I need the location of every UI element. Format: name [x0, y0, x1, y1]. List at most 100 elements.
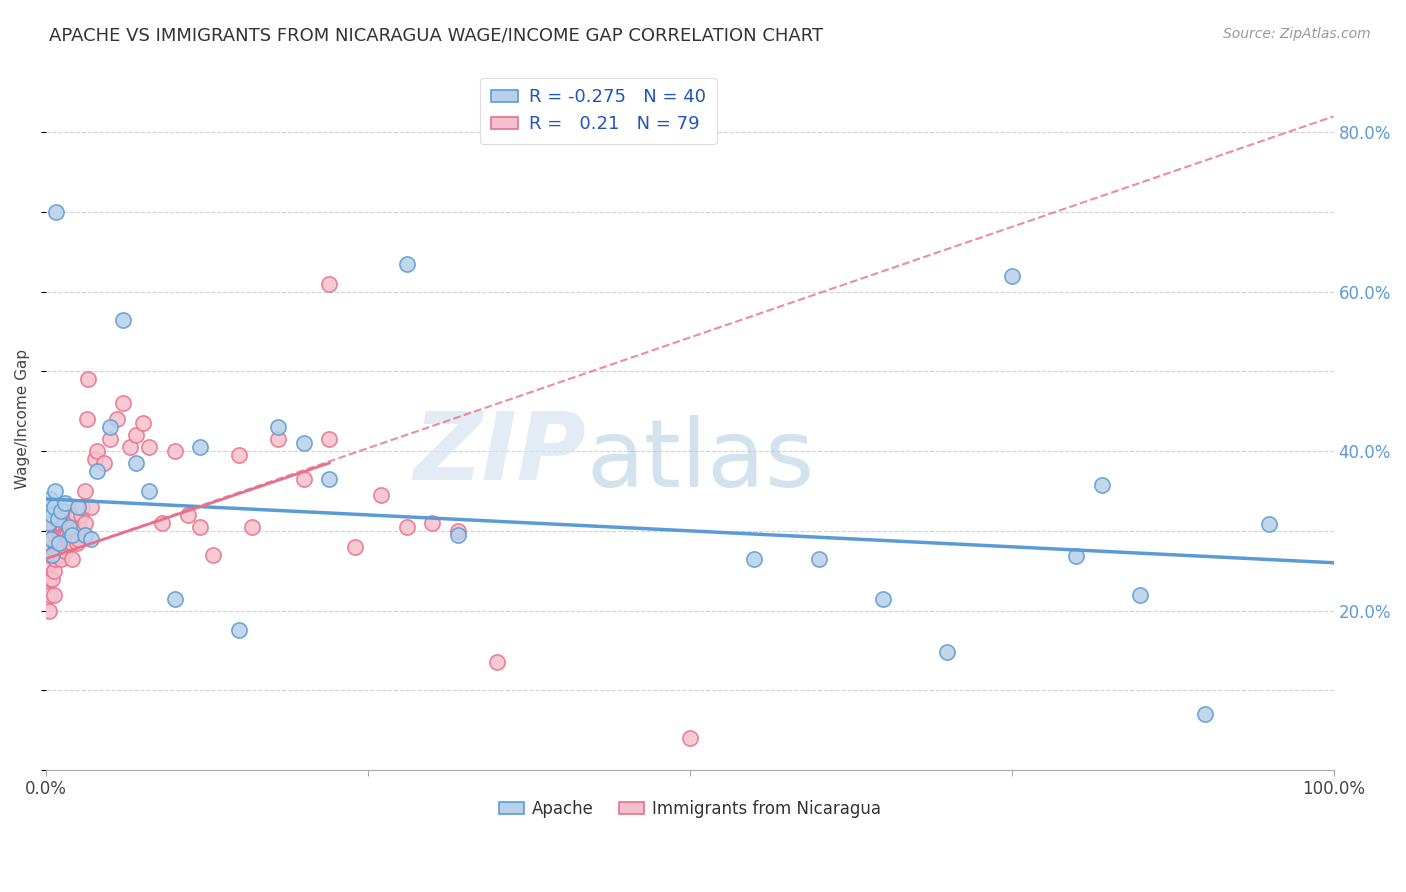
Point [39, 548, 62, 562]
Point [44, 551, 66, 566]
Point [267, 432, 290, 446]
Point [1194, 707, 1216, 722]
Point [86, 444, 108, 458]
Point [67, 532, 90, 546]
Point [49, 528, 72, 542]
Point [38, 556, 60, 570]
Point [59, 528, 82, 542]
Point [42, 564, 65, 578]
Point [39, 516, 62, 530]
Point [70, 500, 93, 514]
Point [38, 491, 60, 506]
Point [58, 536, 80, 550]
Point [42, 588, 65, 602]
Point [1091, 477, 1114, 491]
Point [51, 504, 73, 518]
Point [44, 543, 66, 558]
Point [60, 536, 83, 550]
Point [228, 624, 250, 638]
Point [1064, 549, 1087, 564]
Point [112, 396, 135, 410]
Point [318, 432, 340, 446]
Point [46, 536, 69, 550]
Point [45, 548, 67, 562]
Point [41, 508, 63, 522]
Point [112, 312, 135, 326]
Point [48, 528, 70, 542]
Point [38, 588, 60, 602]
Point [46, 512, 69, 526]
Point [41, 540, 63, 554]
Point [58, 520, 80, 534]
Point [52, 520, 75, 534]
Point [49, 508, 72, 522]
Point [679, 731, 702, 745]
Point [395, 257, 418, 271]
Point [292, 436, 315, 450]
Point [42, 516, 65, 530]
Point [176, 508, 198, 522]
Point [190, 520, 212, 534]
Point [51, 551, 73, 566]
Point [343, 540, 366, 554]
Point [51, 528, 73, 542]
Point [77, 372, 100, 386]
Point [318, 472, 340, 486]
Point [98, 432, 121, 446]
Point [872, 591, 894, 606]
Point [807, 551, 830, 566]
Point [1258, 517, 1281, 532]
Point [41, 524, 63, 538]
Point [318, 277, 340, 291]
Point [73, 516, 96, 530]
Point [73, 528, 96, 542]
Point [125, 456, 148, 470]
Point [44, 528, 66, 542]
Point [228, 448, 250, 462]
Point [60, 528, 83, 542]
Point [41, 548, 63, 562]
Point [42, 500, 65, 514]
Point [80, 500, 103, 514]
Point [48, 536, 70, 550]
Point [65, 508, 87, 522]
Point [420, 516, 443, 530]
Point [86, 464, 108, 478]
Point [41, 572, 63, 586]
Point [202, 548, 225, 562]
Point [38, 516, 60, 530]
Point [936, 645, 959, 659]
Point [55, 528, 77, 542]
Point [45, 540, 67, 554]
Point [83, 452, 105, 467]
Text: Source: ZipAtlas.com: Source: ZipAtlas.com [1223, 27, 1371, 41]
Point [447, 528, 470, 542]
Point [105, 412, 128, 426]
Point [1001, 268, 1024, 283]
Point [56, 532, 79, 546]
Point [395, 520, 418, 534]
Point [44, 483, 66, 498]
Point [45, 205, 67, 219]
Point [267, 420, 290, 434]
Point [53, 496, 76, 510]
Point [190, 440, 212, 454]
Point [62, 520, 84, 534]
Point [76, 412, 98, 426]
Point [742, 551, 765, 566]
Point [66, 536, 89, 550]
Point [98, 420, 121, 434]
Text: ZIP: ZIP [413, 409, 586, 500]
Point [118, 440, 141, 454]
Point [370, 488, 392, 502]
Point [1129, 588, 1152, 602]
Point [292, 472, 315, 486]
Point [150, 516, 173, 530]
Point [73, 483, 96, 498]
Point [38, 603, 60, 617]
Point [63, 524, 86, 538]
Point [60, 551, 83, 566]
Point [53, 504, 76, 518]
Point [163, 591, 186, 606]
Point [53, 540, 76, 554]
